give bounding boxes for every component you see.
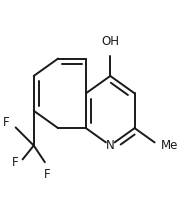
Text: F: F bbox=[44, 168, 51, 181]
Text: OH: OH bbox=[101, 35, 119, 48]
Text: Me: Me bbox=[161, 139, 178, 152]
Text: N: N bbox=[106, 139, 115, 152]
Text: F: F bbox=[3, 116, 9, 129]
Text: F: F bbox=[11, 156, 18, 169]
